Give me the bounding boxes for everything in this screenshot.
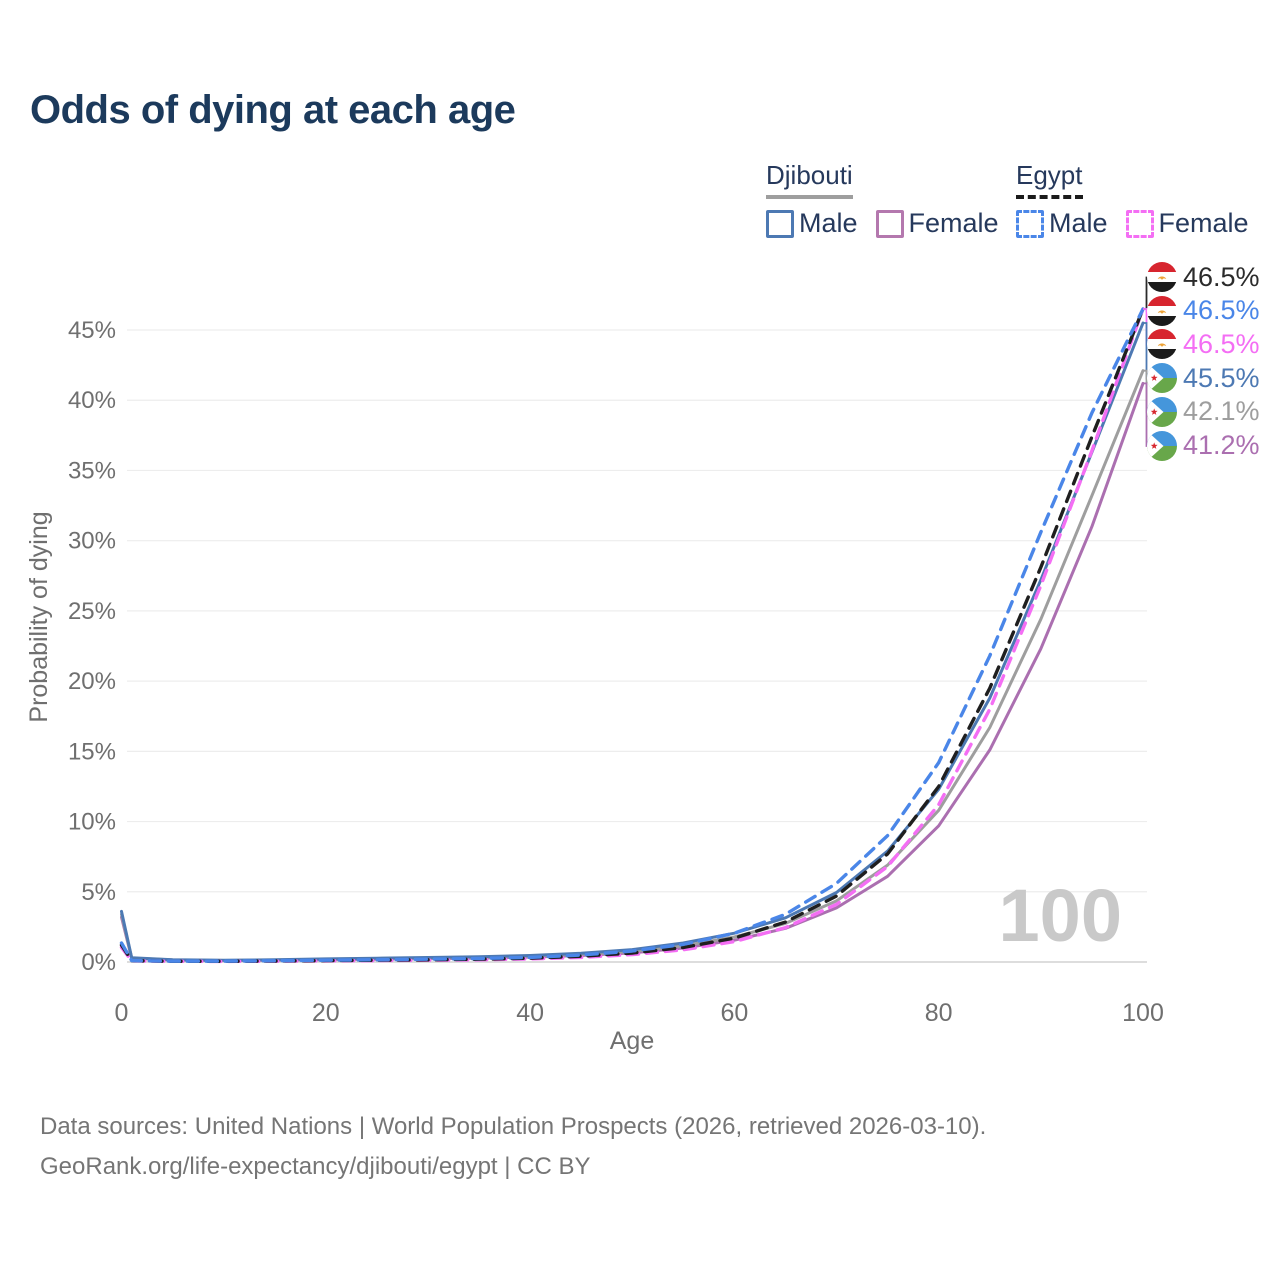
y-tick-10: 10%	[68, 809, 116, 836]
djibouti-flag-icon	[1147, 397, 1177, 427]
end-value-label-egypt-both: 46.5%	[1147, 262, 1260, 293]
legend-title-djibouti[interactable]: Djibouti	[766, 160, 853, 199]
djibouti-flag-icon	[1147, 363, 1177, 393]
egypt-flag-icon	[1147, 262, 1177, 292]
age-watermark: 100	[999, 874, 1122, 957]
x-tick-40: 40	[516, 999, 544, 1027]
y-tick-0: 0%	[81, 949, 116, 976]
series-line-egypt-male[interactable]	[119, 307, 1145, 963]
x-tick-0: 0	[115, 999, 129, 1027]
legend-item-djibouti-male[interactable]: Male	[766, 208, 858, 239]
egypt-male-label: Male	[1049, 208, 1108, 238]
egypt-male-checkbox[interactable]	[1016, 209, 1044, 238]
x-tick-60: 60	[720, 999, 748, 1027]
data-sources-footer: Data sources: United Nations | World Pop…	[40, 1107, 986, 1187]
djibouti-flag-icon	[1147, 431, 1177, 461]
djibouti-male-checkbox[interactable]	[766, 209, 794, 238]
end-value-text-djibouti-both: 42.1%	[1183, 396, 1260, 427]
egypt-flag-icon	[1147, 296, 1177, 326]
legend-item-egypt-male[interactable]: Male	[1016, 208, 1108, 239]
end-value-text-djibouti-male: 45.5%	[1183, 362, 1260, 393]
end-value-text-egypt-male: 46.5%	[1183, 295, 1260, 326]
footer-line-2: GeoRank.org/life-expectancy/djibouti/egy…	[40, 1153, 591, 1180]
legend-row-egypt: Male Female	[1016, 208, 1249, 239]
legend-item-djibouti-female[interactable]: Female	[875, 208, 999, 239]
y-axis-title: Probability of dying	[25, 511, 53, 722]
series-line-egypt-female[interactable]	[119, 307, 1145, 964]
djibouti-female-checkbox[interactable]	[875, 209, 904, 238]
x-tick-80: 80	[925, 999, 953, 1027]
x-tick-20: 20	[312, 999, 340, 1027]
end-value-label-djibouti-both: 42.1%	[1147, 396, 1260, 427]
end-value-text-djibouti-female: 41.2%	[1183, 430, 1260, 460]
y-tick-30: 30%	[68, 528, 116, 555]
y-tick-25: 25%	[68, 598, 116, 625]
x-axis-title: Age	[610, 1027, 654, 1055]
egypt-flag-icon	[1147, 329, 1177, 359]
end-value-label-egypt-female: 46.5%	[1147, 329, 1260, 360]
series-line-djibouti-both[interactable]	[120, 369, 1145, 962]
y-tick-15: 15%	[68, 738, 116, 765]
legend-row-djibouti: Male Female	[766, 208, 999, 239]
legend-title-egypt[interactable]: Egypt	[1016, 160, 1083, 199]
djibouti-male-label: Male	[799, 208, 858, 238]
page-title: Odds of dying at each age	[30, 88, 516, 132]
series-line-djibouti-male[interactable]	[120, 321, 1145, 962]
y-tick-35: 35%	[68, 457, 116, 484]
end-value-label-djibouti-male: 45.5%	[1147, 363, 1260, 394]
y-tick-40: 40%	[68, 387, 116, 414]
legend-group-djibouti: Djibouti Male Female	[766, 160, 999, 239]
legend-group-egypt: Egypt Male Female	[1016, 160, 1249, 239]
y-tick-5: 5%	[81, 879, 116, 906]
x-tick-100: 100	[1122, 999, 1164, 1027]
series-line-egypt-both[interactable]	[119, 307, 1145, 963]
egypt-female-label: Female	[1158, 208, 1249, 238]
end-value-text-egypt-female: 46.5%	[1183, 328, 1260, 359]
djibouti-female-label: Female	[908, 208, 999, 238]
end-value-label-djibouti-female: 41.2%	[1147, 430, 1260, 461]
y-tick-45: 45%	[68, 317, 116, 344]
egypt-female-checkbox[interactable]	[1125, 209, 1154, 238]
end-value-label-egypt-male: 46.5%	[1147, 295, 1260, 326]
end-value-text-egypt-both: 46.5%	[1183, 261, 1260, 292]
y-tick-20: 20%	[68, 668, 116, 695]
legend-item-egypt-female[interactable]: Female	[1125, 208, 1249, 239]
footer-line-1: Data sources: United Nations | World Pop…	[40, 1113, 987, 1140]
